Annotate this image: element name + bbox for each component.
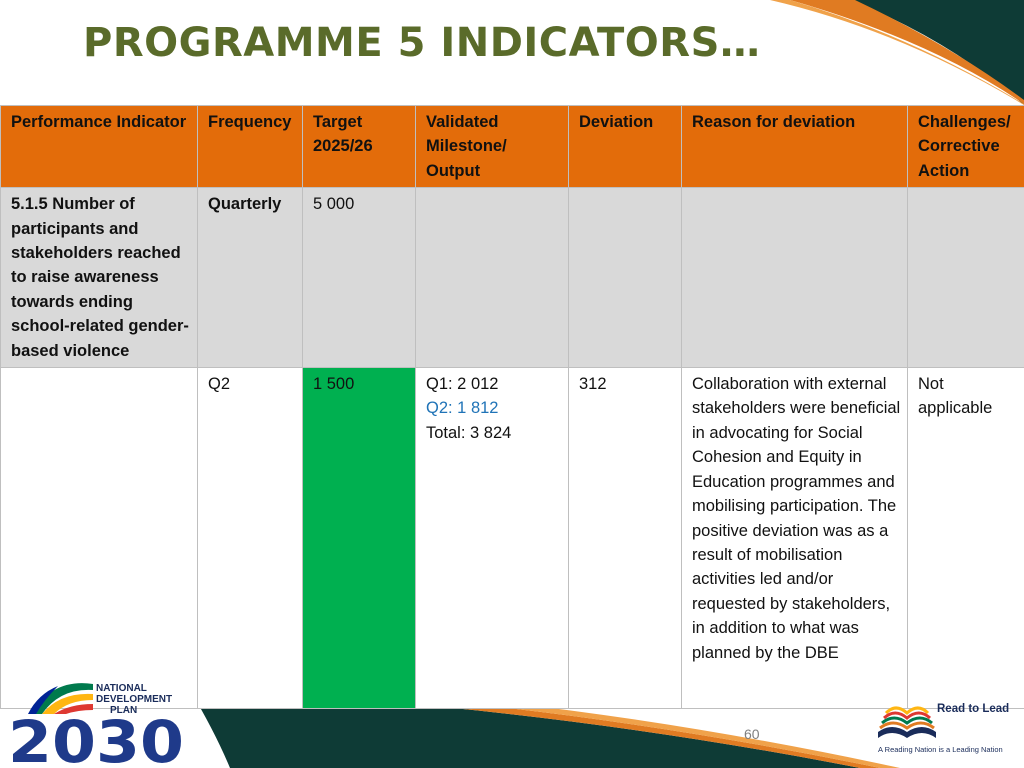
table-row: Q2 1 500 Q1: 2 012 Q2: 1 812 Total: 3 82… xyxy=(0,367,1024,710)
empty-cell xyxy=(568,187,682,369)
page-title: PROGRAMME 5 INDICATORS… xyxy=(83,20,761,66)
open-book-icon xyxy=(878,706,936,738)
page-number: 60 xyxy=(744,726,760,742)
indicators-table: Performance Indicator Frequency Target 2… xyxy=(0,104,1024,710)
header-frequency: Frequency xyxy=(197,104,303,189)
milestone-q2: Q2: 1 812 xyxy=(426,399,499,418)
read-to-lead-logo: Read to Lead A Reading Nation is a Leadi… xyxy=(876,700,1016,762)
indicator-cell: 5.1.5 Number of participants and stakeho… xyxy=(0,187,198,369)
header-validated-milestone: Validated Milestone/ Output xyxy=(415,104,569,189)
read-to-lead-tagline: A Reading Nation is a Leading Nation xyxy=(878,745,1003,754)
top-right-swoosh xyxy=(770,0,1024,105)
header-challenges-corrective-action: Challenges/ Corrective Action xyxy=(907,104,1024,189)
empty-cell xyxy=(415,187,569,369)
header-reason-for-deviation: Reason for deviation xyxy=(681,104,908,189)
deviation-cell: 312 xyxy=(568,367,682,710)
annual-target-cell: 5 000 xyxy=(302,187,416,369)
reason-cell: Collaboration with external stakeholders… xyxy=(681,367,908,710)
read-to-lead-title: Read to Lead xyxy=(937,703,1010,715)
table-header-row: Performance Indicator Frequency Target 2… xyxy=(0,104,1024,189)
ndp-year: 2030 xyxy=(8,708,184,766)
quarter-cell: Q2 xyxy=(197,367,303,710)
frequency-cell: Quarterly xyxy=(197,187,303,369)
corrective-action-cell: Not applicable xyxy=(907,367,1024,710)
milestone-q1: Q1: 2 012 xyxy=(426,375,499,394)
ndp-line3: PLAN xyxy=(110,705,137,716)
header-performance-indicator: Performance Indicator xyxy=(0,104,198,189)
milestone-total: Total: 3 824 xyxy=(426,423,512,442)
header-target: Target 2025/26 xyxy=(302,104,416,189)
header-deviation: Deviation xyxy=(568,104,682,189)
empty-cell xyxy=(907,187,1024,369)
ndp-2030-logo: NATIONAL DEVELOPMENT PLAN 2030 xyxy=(8,683,184,766)
empty-cell xyxy=(681,187,908,369)
empty-cell xyxy=(0,367,198,710)
ndp-line1: NATIONAL xyxy=(96,683,147,694)
milestone-cell: Q1: 2 012 Q2: 1 812 Total: 3 824 xyxy=(415,367,569,710)
ndp-line2: DEVELOPMENT xyxy=(96,694,172,705)
table-row: 5.1.5 Number of participants and stakeho… xyxy=(0,187,1024,369)
quarter-target-cell: 1 500 xyxy=(302,367,416,710)
